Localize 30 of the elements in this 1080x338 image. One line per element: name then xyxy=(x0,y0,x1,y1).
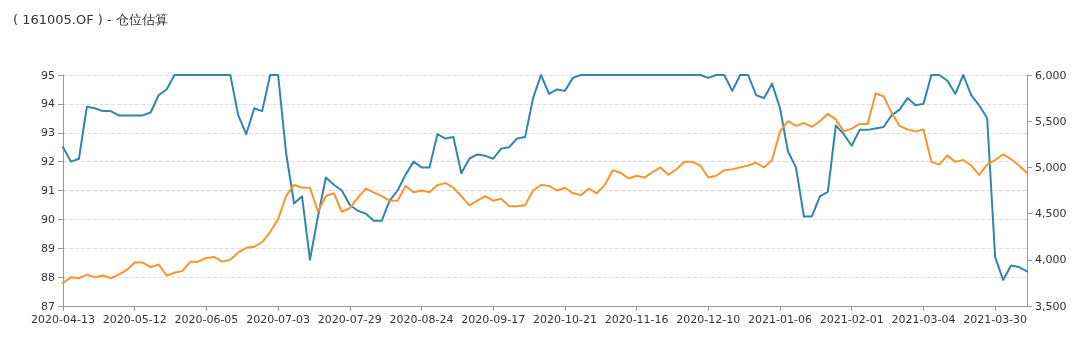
y2-tick-label: 4,000 xyxy=(1035,253,1067,267)
y2-tick-label: 6,000 xyxy=(1035,68,1067,82)
x-tick-label: 2020-10-21 xyxy=(532,313,597,326)
x-tick-label: 2020-11-16 xyxy=(604,313,669,326)
y-tick-label: 92 xyxy=(41,155,55,169)
x-tick-label: 2020-04-13 xyxy=(31,313,95,326)
y-tick-label: 94 xyxy=(41,97,55,111)
y-tick-label: 93 xyxy=(41,126,55,140)
y2-tick-label: 5,000 xyxy=(1035,160,1067,174)
y-tick-label: 90 xyxy=(41,212,55,226)
x-tick-label: 2020-09-17 xyxy=(461,313,526,326)
x-tick-label: 2021-02-01 xyxy=(819,313,884,326)
x-tick-label: 2020-08-24 xyxy=(389,313,454,326)
y-tick-label: 89 xyxy=(41,241,55,255)
x-tick-label: 2021-03-04 xyxy=(891,313,956,326)
y-tick-label: 95 xyxy=(41,68,55,82)
y2-tick-label: 4,500 xyxy=(1035,207,1067,221)
x-tick-label: 2020-07-29 xyxy=(317,313,382,326)
chart-title: ( 161005.OF ) - 仓位估算 xyxy=(13,12,168,27)
x-tick-label: 2020-05-12 xyxy=(102,313,167,326)
x-tick-label: 2020-12-10 xyxy=(676,313,741,326)
x-tick-label: 2021-01-06 xyxy=(748,313,812,326)
x-tick-label: 2020-07-03 xyxy=(246,313,311,326)
y-tick-label: 88 xyxy=(41,270,55,284)
y2-tick-label: 3,500 xyxy=(1035,299,1067,313)
y2-tick-label: 5,500 xyxy=(1035,114,1067,128)
y-tick-label: 91 xyxy=(41,184,55,197)
x-tick-label: 2020-06-05 xyxy=(174,313,239,326)
y-tick-label: 87 xyxy=(41,299,55,313)
x-tick-label: 2021-03-30 xyxy=(963,313,1028,326)
